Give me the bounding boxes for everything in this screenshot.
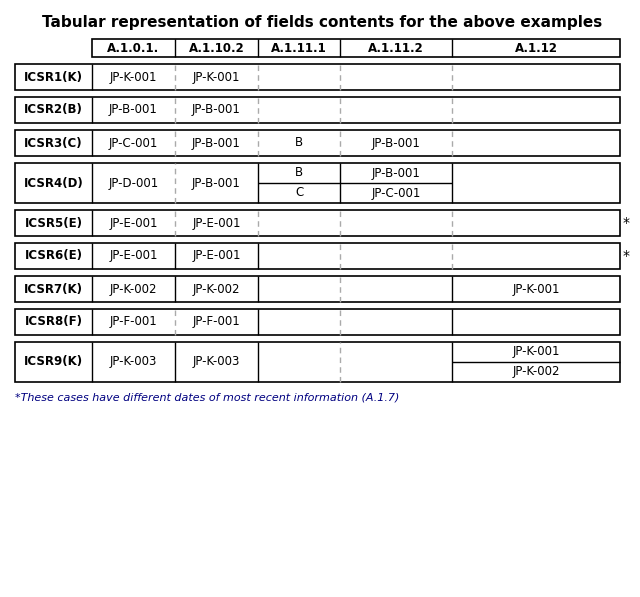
Text: *These cases have different dates of most recent information (A.1.7): *These cases have different dates of mos…: [15, 392, 399, 402]
Text: JP-K-002: JP-K-002: [512, 365, 560, 378]
Text: ICSR9(K): ICSR9(K): [24, 355, 83, 368]
Text: A.1.12: A.1.12: [515, 42, 557, 54]
Text: JP-K-003: JP-K-003: [193, 355, 240, 368]
Text: ICSR6(E): ICSR6(E): [24, 250, 83, 263]
Text: ICSR4(D): ICSR4(D): [24, 177, 83, 189]
Text: ICSR7(K): ICSR7(K): [24, 282, 83, 296]
Text: JP-E-001: JP-E-001: [109, 217, 157, 229]
Bar: [15, 309, 620, 335]
Bar: [15, 163, 620, 203]
Text: A.1.11.1: A.1.11.1: [271, 42, 327, 54]
Text: JP-B-001: JP-B-001: [192, 103, 241, 116]
Text: A.1.10.2: A.1.10.2: [189, 42, 244, 54]
Text: JP-D-001: JP-D-001: [108, 177, 159, 189]
Bar: [15, 243, 620, 269]
Bar: [15, 210, 620, 236]
Text: JP-K-001: JP-K-001: [193, 70, 240, 84]
Text: JP-K-001: JP-K-001: [109, 70, 157, 84]
Text: B: B: [295, 167, 303, 180]
Text: ICSR3(C): ICSR3(C): [24, 137, 83, 149]
Text: JP-K-001: JP-K-001: [512, 346, 560, 359]
Text: JP-E-001: JP-E-001: [192, 250, 241, 263]
Text: JP-C-001: JP-C-001: [109, 137, 158, 149]
Bar: [92, 39, 620, 57]
Text: JP-K-002: JP-K-002: [193, 282, 240, 296]
Text: ICSR8(F): ICSR8(F): [24, 315, 83, 328]
Text: C: C: [295, 186, 303, 199]
Text: JP-E-001: JP-E-001: [109, 250, 157, 263]
Text: JP-B-001: JP-B-001: [192, 177, 241, 189]
Text: ICSR1(K): ICSR1(K): [24, 70, 83, 84]
Text: ICSR5(E): ICSR5(E): [24, 217, 83, 229]
Text: JP-F-001: JP-F-001: [193, 315, 241, 328]
Text: A.1.11.2: A.1.11.2: [368, 42, 424, 54]
Text: JP-C-001: JP-C-001: [371, 186, 420, 199]
Bar: [15, 342, 620, 382]
Text: A.1.0.1.: A.1.0.1.: [108, 42, 159, 54]
Bar: [15, 276, 620, 302]
Bar: [15, 97, 620, 123]
Text: JP-B-001: JP-B-001: [192, 137, 241, 149]
Text: JP-B-001: JP-B-001: [372, 167, 420, 180]
Text: JP-B-001: JP-B-001: [372, 137, 420, 149]
Text: Tabular representation of fields contents for the above examples: Tabular representation of fields content…: [42, 15, 602, 30]
Text: *: *: [623, 216, 630, 230]
Text: JP-K-003: JP-K-003: [110, 355, 157, 368]
Text: JP-E-001: JP-E-001: [192, 217, 241, 229]
Text: *: *: [623, 249, 630, 263]
Bar: [15, 64, 620, 90]
Text: JP-K-001: JP-K-001: [512, 282, 560, 296]
Text: JP-K-002: JP-K-002: [109, 282, 157, 296]
Text: ICSR2(B): ICSR2(B): [24, 103, 83, 116]
Bar: [15, 130, 620, 156]
Text: B: B: [295, 137, 303, 149]
Text: JP-B-001: JP-B-001: [109, 103, 158, 116]
Text: JP-F-001: JP-F-001: [109, 315, 157, 328]
